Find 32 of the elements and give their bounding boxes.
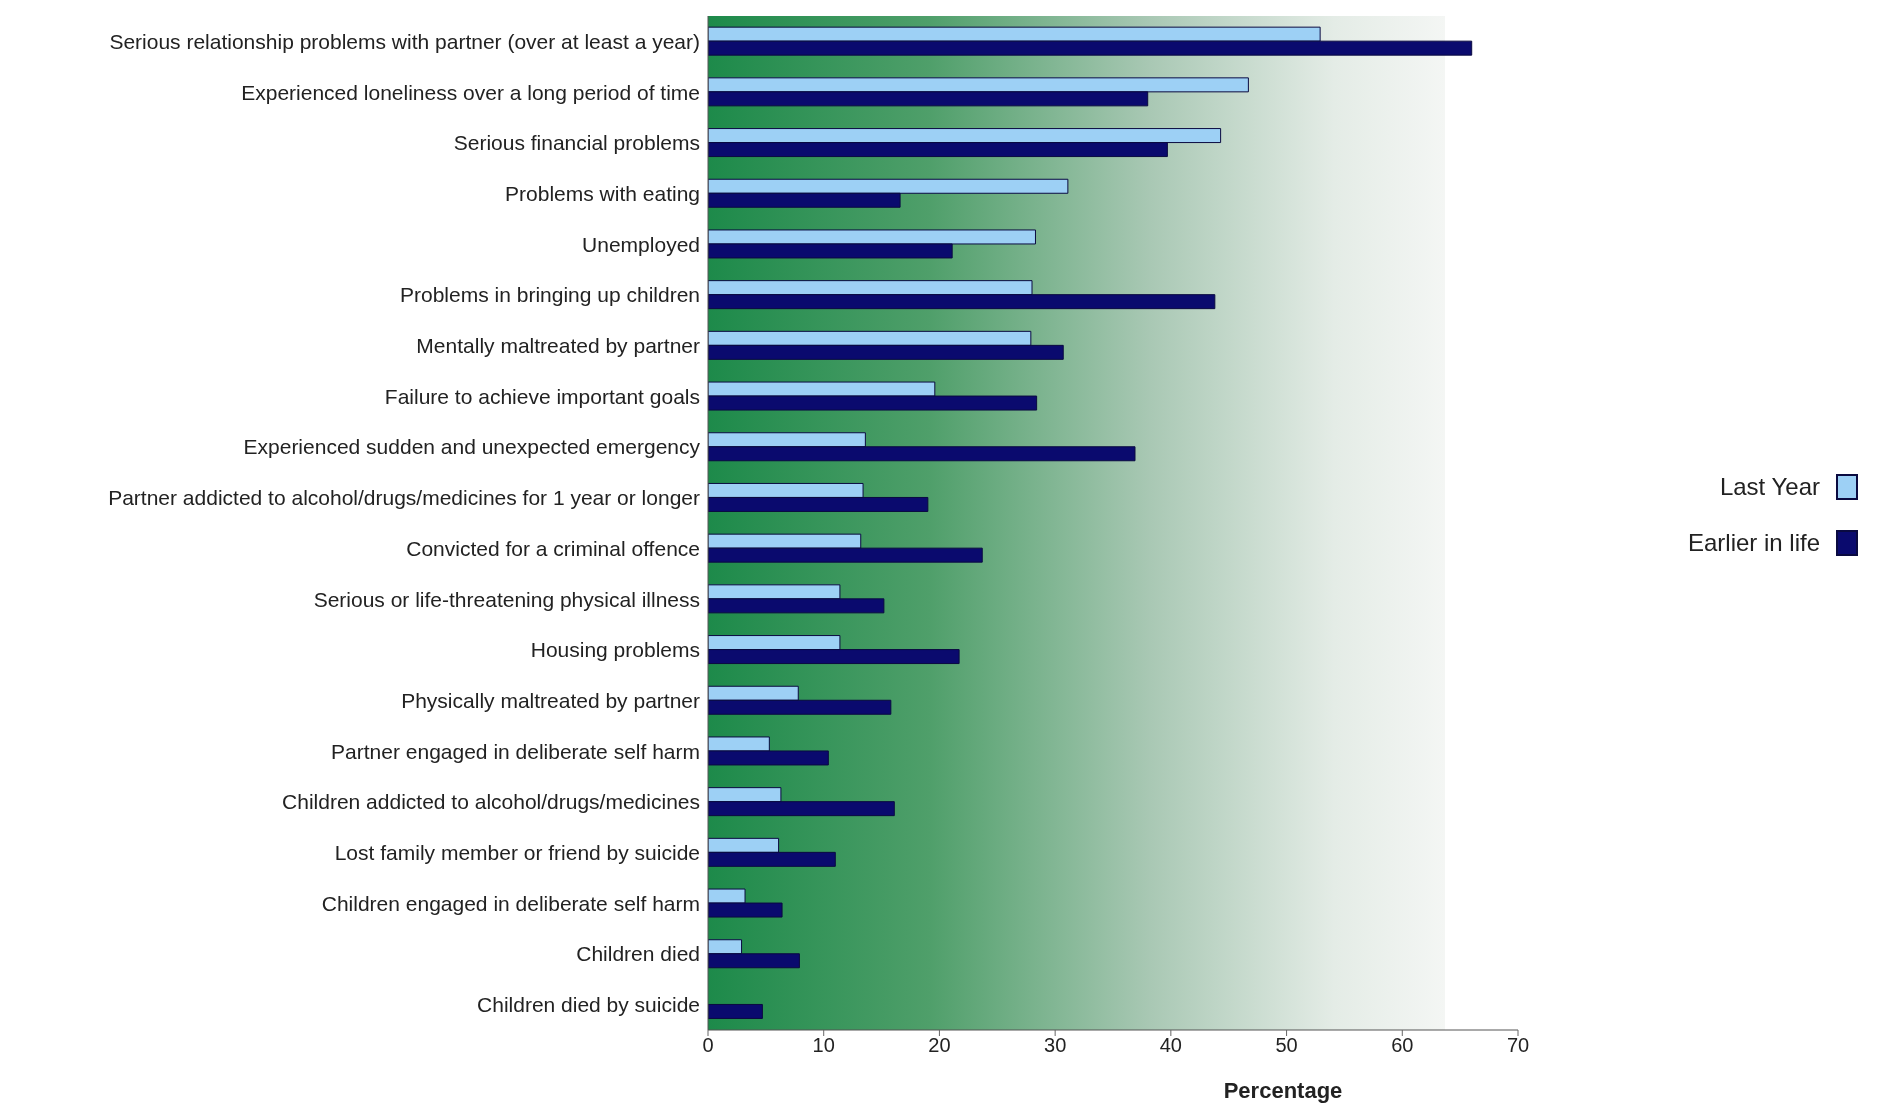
x-tick-label: 10	[812, 1034, 835, 1057]
y-tick-label: Lost family member or friend by suicide	[334, 841, 700, 865]
y-tick-label: Partner addicted to alcohol/drugs/medicines for 1 year or longer	[108, 486, 700, 510]
y-tick-label: Children addicted to alcohol/drugs/medicines	[282, 790, 700, 814]
x-tick-label: 40	[1159, 1034, 1182, 1057]
y-tick-label: Problems in bringing up children	[400, 283, 700, 307]
y-tick-label: Partner engaged in deliberate self harm	[331, 739, 700, 763]
y-tick-label: Convicted for a criminal offence	[406, 536, 700, 560]
x-axis-title: Percentage	[1223, 1078, 1343, 1103]
y-tick-label: Children died	[576, 942, 700, 966]
bar	[708, 1003, 763, 1019]
legend-label: Last Year	[1719, 473, 1820, 501]
y-tick-label: Serious financial problems	[453, 131, 700, 155]
y-tick-label: Physically maltreated by partner	[401, 688, 700, 712]
y-tick-label: Children engaged in deliberate self harm	[321, 891, 700, 915]
x-tick-label: 30	[1044, 1034, 1067, 1057]
x-tick-label: 0	[702, 1034, 714, 1057]
y-tick-label: Experienced loneliness over a long period of time	[241, 80, 700, 104]
y-tick-label: Problems with eating	[505, 181, 700, 205]
y-tick-label: Serious relationship problems with partner (over at least a year)	[109, 29, 700, 53]
x-tick-label: 70	[1506, 1034, 1530, 1057]
y-tick-label: Failure to achieve important goals	[384, 384, 700, 408]
y-tick-label: Serious or life-threatening physical illness	[313, 587, 700, 611]
y-tick-label: Mentally maltreated by partner	[416, 334, 700, 357]
y-tick-label: Children died by suicide	[477, 993, 700, 1017]
x-tick-label: 50	[1275, 1034, 1298, 1057]
y-tick-label: Unemployed	[582, 232, 700, 256]
y-tick-label: Housing problems	[530, 638, 700, 662]
x-tick-label: 60	[1391, 1034, 1414, 1057]
legend-label: Earlier in life	[1687, 529, 1820, 557]
y-tick-label: Experienced sudden and unexpected emergency	[243, 435, 701, 459]
x-tick-label: 20	[928, 1034, 951, 1057]
